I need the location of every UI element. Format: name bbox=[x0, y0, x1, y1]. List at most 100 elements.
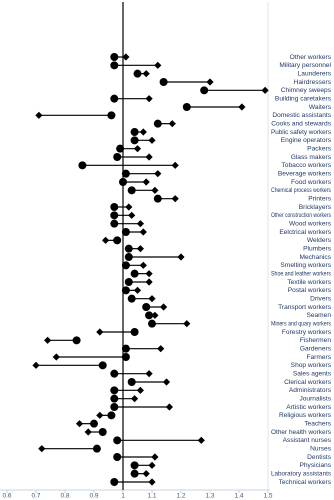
category-label: Mechanics bbox=[299, 254, 331, 261]
circle-point bbox=[182, 103, 191, 111]
category-label: Journalists bbox=[299, 395, 331, 402]
category-label: Dentists bbox=[307, 454, 332, 461]
category-label: Shoe and leather workers bbox=[271, 270, 332, 277]
diamond-point bbox=[151, 186, 159, 194]
circle-point bbox=[121, 353, 130, 361]
x-tick-label: 0.8 bbox=[60, 493, 69, 500]
circle-point bbox=[130, 461, 139, 470]
diamond-point bbox=[32, 361, 40, 369]
diamond-point bbox=[165, 403, 173, 411]
diamond-point bbox=[38, 445, 46, 453]
circle-point bbox=[110, 203, 119, 211]
category-label: Tobacco workers bbox=[282, 162, 332, 169]
category-label: Food workers bbox=[291, 179, 332, 186]
circle-point bbox=[127, 294, 136, 303]
circle-point bbox=[119, 178, 127, 186]
circle-point bbox=[92, 444, 101, 453]
diamond-point bbox=[139, 261, 147, 269]
diamond-point bbox=[131, 395, 139, 403]
circle-point bbox=[124, 244, 133, 253]
category-label: Building caretakers bbox=[275, 95, 332, 102]
category-label: Artistic workers bbox=[286, 404, 331, 411]
category-label: Laboratory assistants bbox=[271, 470, 332, 477]
diamond-point bbox=[154, 61, 162, 69]
diamond-point bbox=[177, 253, 185, 261]
diamond-point bbox=[171, 195, 179, 203]
circle-point bbox=[110, 403, 119, 411]
category-label: Eelctrical workers bbox=[279, 229, 331, 236]
category-label: Religious workers bbox=[279, 412, 332, 419]
circle-point bbox=[107, 111, 116, 120]
diamond-point bbox=[133, 145, 142, 153]
category-label: Welders bbox=[307, 237, 332, 244]
diamond-point bbox=[151, 311, 159, 319]
category-label: Clerical workers bbox=[284, 379, 332, 386]
diamond-point bbox=[148, 136, 156, 144]
circle-point bbox=[148, 319, 156, 328]
circle-point bbox=[113, 436, 122, 445]
diamond-point bbox=[168, 120, 176, 128]
category-label: Military personnel bbox=[279, 62, 331, 69]
category-label: Hairdressers bbox=[294, 79, 332, 86]
category-label: Physicians bbox=[299, 462, 331, 469]
x-tick-label: 0.9 bbox=[89, 493, 98, 500]
diamond-point bbox=[183, 320, 191, 328]
circle-point bbox=[127, 186, 136, 195]
diamond-point bbox=[238, 103, 246, 111]
diamond-point bbox=[171, 161, 179, 169]
x-tick-label: 1.1 bbox=[147, 493, 156, 500]
category-label: Farmers bbox=[306, 354, 331, 361]
category-label: Chemical process workers bbox=[271, 187, 332, 194]
category-label: Printers bbox=[308, 195, 331, 202]
diamond-point bbox=[145, 153, 153, 161]
diamond-point bbox=[145, 278, 153, 286]
diamond-point bbox=[142, 178, 150, 186]
category-label: Public safety workers bbox=[271, 129, 332, 136]
circle-point bbox=[110, 478, 119, 486]
category-label: Other construction workers bbox=[271, 212, 332, 219]
circle-point bbox=[127, 378, 136, 386]
circle-point bbox=[98, 361, 107, 370]
x-tick-label: 1.2 bbox=[176, 493, 185, 500]
circle-point bbox=[110, 219, 119, 228]
category-label: Fishermen bbox=[300, 337, 331, 344]
category-label: Gardeners bbox=[300, 345, 332, 352]
category-label: Assistant nurses bbox=[283, 437, 332, 444]
circle-point bbox=[121, 344, 130, 353]
circle-point bbox=[110, 211, 119, 220]
circle-point bbox=[130, 469, 139, 478]
diamond-point bbox=[145, 270, 153, 278]
circle-point bbox=[110, 61, 119, 70]
x-tick-label: 0.6 bbox=[2, 493, 11, 500]
category-label: Miners and quary workers bbox=[271, 320, 332, 327]
category-label: Textile workers bbox=[287, 279, 331, 286]
circle-point bbox=[110, 94, 119, 103]
category-label: Technical workers bbox=[279, 479, 332, 486]
diamond-point bbox=[145, 95, 153, 103]
circle-point bbox=[110, 394, 119, 403]
diamond-point bbox=[122, 53, 130, 61]
diamond-point bbox=[206, 78, 214, 86]
diamond-point bbox=[136, 245, 144, 253]
circle-point bbox=[159, 78, 168, 86]
category-label: Wood workers bbox=[289, 220, 332, 227]
circle-point bbox=[116, 144, 125, 153]
diamond-point bbox=[75, 420, 84, 428]
category-label: Shop workers bbox=[291, 362, 332, 369]
circle-point bbox=[110, 369, 119, 378]
circle-point bbox=[200, 86, 209, 95]
category-label: Smelting workers bbox=[280, 262, 331, 269]
category-label: Bricklayers bbox=[299, 204, 332, 211]
category-label: Postal workers bbox=[288, 287, 332, 294]
category-label: Transport workers bbox=[278, 304, 332, 311]
circle-point bbox=[90, 419, 98, 428]
diamond-point bbox=[136, 386, 144, 394]
category-label: Plumbers bbox=[303, 245, 332, 252]
category-label: Forestry workers bbox=[282, 329, 332, 336]
circle-point bbox=[130, 269, 139, 278]
circle-point bbox=[72, 336, 81, 345]
circle-point bbox=[113, 153, 122, 161]
diamond-point bbox=[160, 303, 168, 311]
diamond-point bbox=[151, 453, 159, 461]
